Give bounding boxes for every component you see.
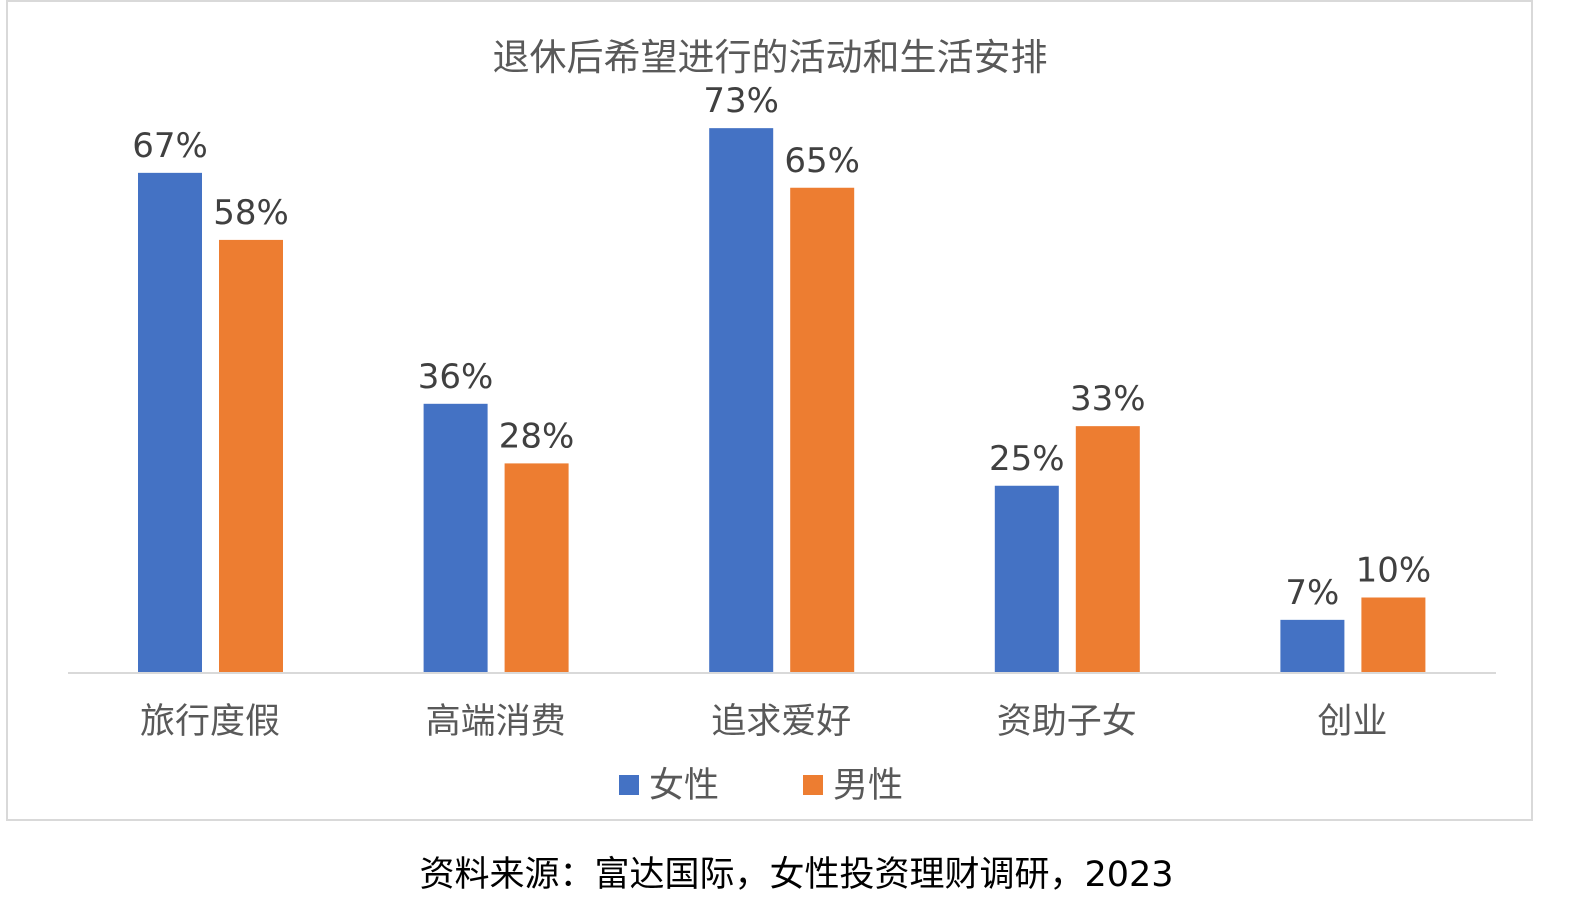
- data-label-female-1: 36%: [418, 357, 494, 397]
- data-label-male-2: 65%: [784, 141, 860, 181]
- data-label-male-0: 58%: [213, 193, 289, 233]
- chart-title: 退休后希望进行的活动和生活安排: [493, 36, 1048, 79]
- bar-female-3: [994, 485, 1059, 672]
- data-label-female-3: 25%: [989, 439, 1065, 479]
- category-label-2: 追求爱好: [711, 702, 851, 742]
- bars-group: [138, 128, 1426, 672]
- legend: 女性 男性: [619, 766, 903, 806]
- category-label-3: 资助子女: [997, 702, 1137, 742]
- bar-female-0: [138, 172, 202, 672]
- bar-male-1: [504, 463, 569, 672]
- value-labels-group: 67%58% 36%28% 73%65% 25%33% 7% 10%: [132, 81, 1431, 613]
- data-label-male-3: 33%: [1070, 379, 1146, 419]
- data-label-female-4: 7%: [1285, 573, 1339, 613]
- bar-male-4: [1361, 597, 1426, 672]
- bar-male-3: [1075, 426, 1140, 672]
- data-label-female-0: 67%: [132, 126, 208, 166]
- data-label-male-1: 28%: [499, 416, 575, 456]
- legend-label-male: 男性: [833, 766, 903, 806]
- legend-swatch-male: [803, 775, 823, 795]
- category-label-4: 创业: [1317, 702, 1387, 742]
- source-note: 资料来源：富达国际，女性投资理财调研，2023: [419, 855, 1174, 895]
- category-label-1: 高端消费: [426, 702, 566, 742]
- bar-female-1: [423, 403, 488, 672]
- category-label-0: 旅行度假: [140, 702, 280, 742]
- data-label-female-2: 73%: [703, 81, 779, 121]
- bar-female-4: [1280, 619, 1345, 672]
- data-label-male-4: 10%: [1356, 551, 1432, 591]
- legend-swatch-female: [619, 775, 639, 795]
- legend-label-female: 女性: [649, 766, 719, 806]
- bar-male-2: [790, 187, 855, 672]
- bar-female-2: [709, 128, 774, 672]
- bar-male-0: [219, 239, 283, 672]
- category-labels-group: 旅行度假 高端消费 追求爱好 资助子女 创业: [140, 702, 1387, 742]
